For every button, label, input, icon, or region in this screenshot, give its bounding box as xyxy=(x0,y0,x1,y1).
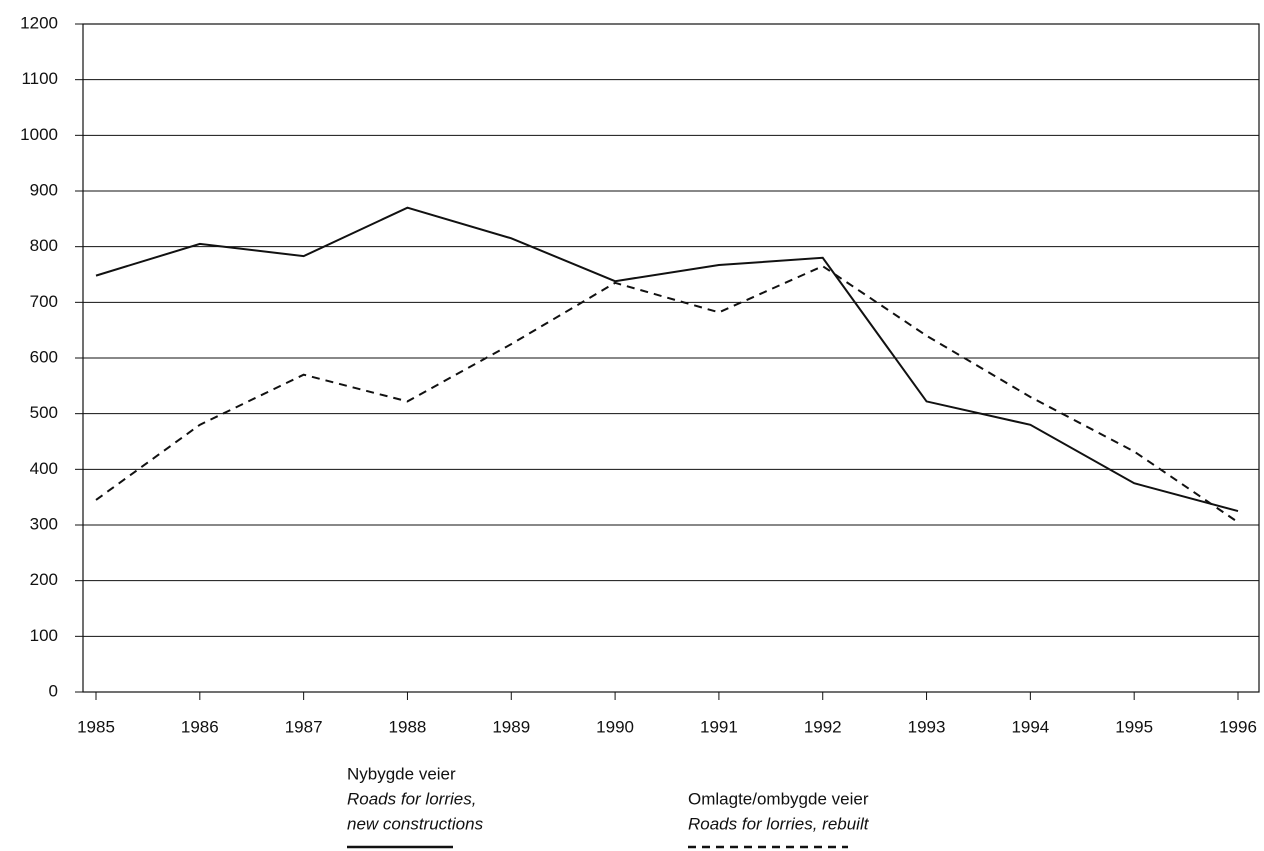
legend-label: Omlagte/ombygde veier xyxy=(688,789,869,808)
legend-sublabel: new constructions xyxy=(347,814,484,833)
x-tick-label: 1995 xyxy=(1115,717,1153,736)
x-tick-label: 1993 xyxy=(908,717,946,736)
y-tick-label: 200 xyxy=(30,570,58,589)
y-tick-label: 600 xyxy=(30,347,58,366)
x-tick-label: 1990 xyxy=(596,717,634,736)
x-tick-label: 1986 xyxy=(181,717,219,736)
x-tick-label: 1994 xyxy=(1011,717,1049,736)
legend-label: Nybygde veier xyxy=(347,764,456,783)
y-tick-label: 400 xyxy=(30,459,58,478)
series-line xyxy=(95,206,1239,513)
series-line xyxy=(95,265,1239,524)
legend-sublabel: Roads for lorries, rebuilt xyxy=(688,814,870,833)
y-tick-label: 800 xyxy=(30,236,58,255)
y-tick-label: 700 xyxy=(30,292,58,311)
x-tick-label: 1988 xyxy=(389,717,427,736)
x-tick-label: 1985 xyxy=(77,717,115,736)
x-tick-label: 1991 xyxy=(700,717,738,736)
y-tick-label: 0 xyxy=(49,681,58,700)
y-tick-label: 300 xyxy=(30,514,58,533)
legend-sublabel: Roads for lorries, xyxy=(347,789,476,808)
x-tick-label: 1989 xyxy=(492,717,530,736)
y-tick-label: 1200 xyxy=(20,13,58,32)
x-tick-label: 1996 xyxy=(1219,717,1257,736)
y-tick-label: 1100 xyxy=(21,69,58,88)
x-tick-label: 1992 xyxy=(804,717,842,736)
y-tick-label: 100 xyxy=(30,626,58,645)
y-tick-label: 900 xyxy=(30,180,58,199)
x-tick-label: 1987 xyxy=(285,717,323,736)
y-tick-label: 500 xyxy=(30,403,58,422)
y-tick-label: 1000 xyxy=(20,125,58,144)
